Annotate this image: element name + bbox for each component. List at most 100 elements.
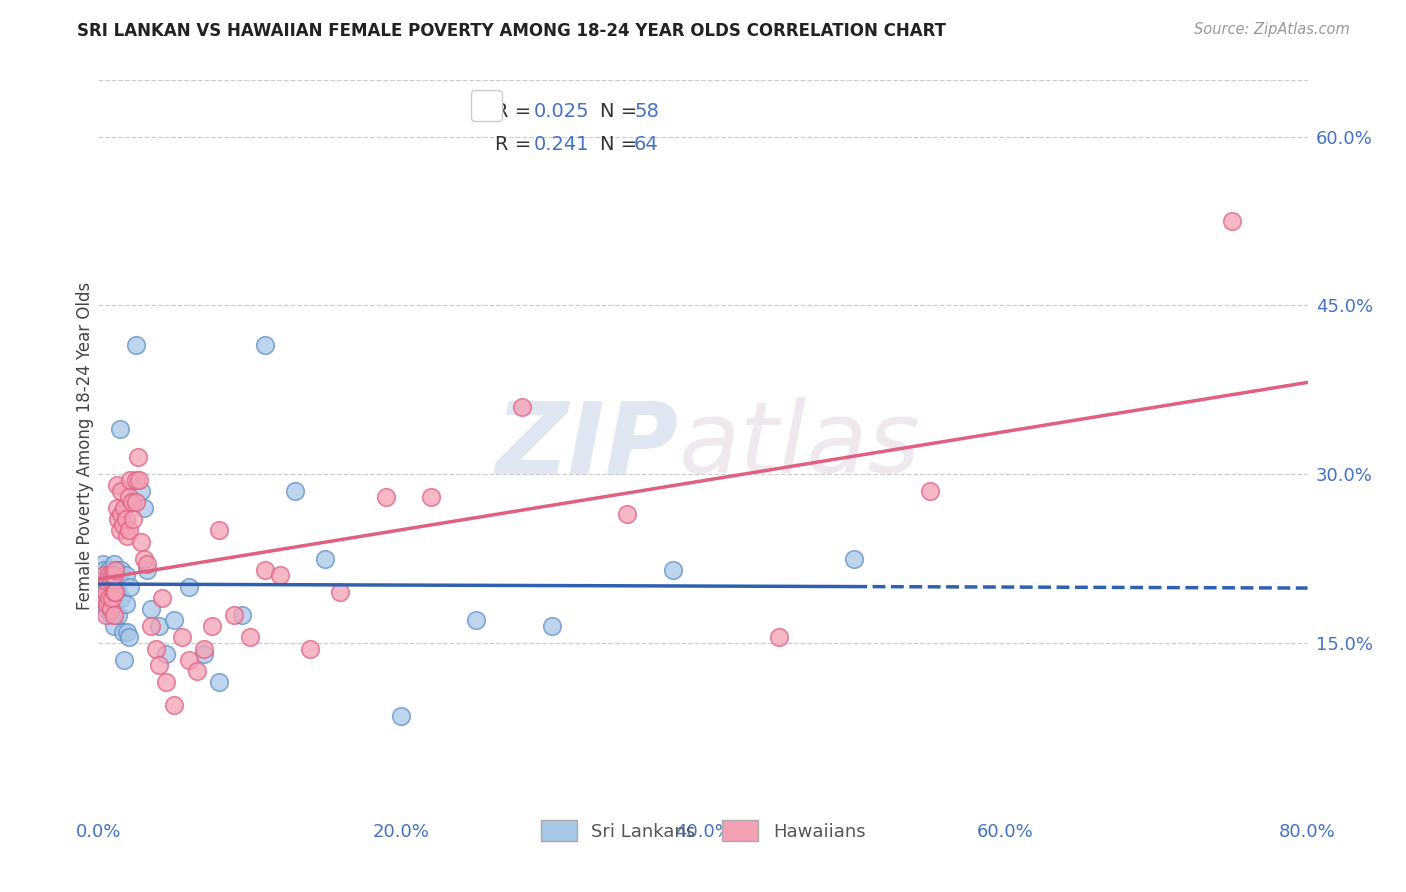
Point <box>125 495 148 509</box>
Point <box>135 557 157 571</box>
Point <box>115 529 138 543</box>
Point <box>105 500 128 515</box>
Point <box>193 641 215 656</box>
Point <box>420 490 443 504</box>
Point <box>163 614 186 628</box>
Point <box>101 568 124 582</box>
Point <box>193 647 215 661</box>
Point <box>96 597 118 611</box>
Text: ZIP: ZIP <box>496 398 679 494</box>
Point <box>100 574 122 588</box>
Point <box>179 580 201 594</box>
Point <box>465 614 488 628</box>
Point <box>98 568 121 582</box>
Point <box>104 585 127 599</box>
Point <box>918 483 941 498</box>
Point <box>208 524 231 538</box>
Point <box>100 602 122 616</box>
Point <box>844 551 866 566</box>
Text: SRI LANKAN VS HAWAIIAN FEMALE POVERTY AMONG 18-24 YEAR OLDS CORRELATION CHART: SRI LANKAN VS HAWAIIAN FEMALE POVERTY AM… <box>77 22 946 40</box>
Y-axis label: Female Poverty Among 18-24 Year Olds: Female Poverty Among 18-24 Year Olds <box>76 282 94 610</box>
Point <box>661 563 683 577</box>
Text: 58: 58 <box>634 102 659 120</box>
Point <box>129 483 152 498</box>
Point <box>186 664 208 678</box>
Point <box>98 580 121 594</box>
Point <box>129 534 152 549</box>
Point <box>94 607 117 622</box>
Point <box>100 585 122 599</box>
Point <box>93 568 115 582</box>
Point <box>118 490 141 504</box>
Point <box>1220 214 1243 228</box>
Point <box>127 450 149 465</box>
Point <box>115 624 138 639</box>
Text: N =: N = <box>600 102 644 120</box>
Point <box>155 647 177 661</box>
Point <box>105 580 128 594</box>
Point <box>91 580 114 594</box>
Point <box>105 563 128 577</box>
Point <box>103 585 125 599</box>
Text: N =: N = <box>600 136 644 154</box>
Point <box>96 568 118 582</box>
Text: R =: R = <box>495 102 537 120</box>
Point <box>128 473 150 487</box>
Point <box>141 619 163 633</box>
Point <box>100 568 122 582</box>
Point <box>284 483 307 498</box>
Point <box>231 607 253 622</box>
Point <box>114 568 136 582</box>
Point <box>94 585 117 599</box>
Point <box>103 619 125 633</box>
Point <box>122 512 145 526</box>
Point <box>103 607 125 622</box>
Point <box>94 568 117 582</box>
Point <box>132 551 155 566</box>
Point <box>150 591 173 605</box>
Point <box>616 507 638 521</box>
Point <box>155 675 177 690</box>
Point <box>170 630 193 644</box>
Point <box>253 337 276 351</box>
Point <box>101 568 124 582</box>
Point <box>91 591 114 605</box>
Point <box>768 630 790 644</box>
Text: atlas: atlas <box>679 398 921 494</box>
Point <box>389 709 412 723</box>
Point <box>103 557 125 571</box>
Point <box>103 568 125 582</box>
Point <box>114 597 136 611</box>
Point <box>103 597 125 611</box>
Point <box>145 641 167 656</box>
Point <box>111 517 134 532</box>
Point <box>107 512 129 526</box>
Point <box>107 607 129 622</box>
Point <box>224 607 246 622</box>
Point <box>110 591 132 605</box>
Point <box>179 653 201 667</box>
Point <box>103 568 125 582</box>
Point <box>540 619 562 633</box>
Point <box>163 698 186 712</box>
Point <box>100 597 122 611</box>
Point <box>125 473 148 487</box>
Point <box>120 473 142 487</box>
Point <box>148 619 170 633</box>
Point <box>121 495 143 509</box>
Text: 64: 64 <box>634 136 659 154</box>
Point <box>329 585 352 599</box>
Point <box>96 591 118 605</box>
Point <box>201 619 224 633</box>
Legend: Sri Lankans, Hawaiians: Sri Lankans, Hawaiians <box>531 812 875 850</box>
Point <box>110 483 132 498</box>
Point <box>111 624 134 639</box>
Point <box>118 630 141 644</box>
Point <box>101 591 124 605</box>
Point <box>314 551 336 566</box>
Point <box>253 563 276 577</box>
Text: 0.025: 0.025 <box>534 102 589 120</box>
Point <box>114 512 136 526</box>
Point <box>108 524 131 538</box>
Point <box>141 602 163 616</box>
